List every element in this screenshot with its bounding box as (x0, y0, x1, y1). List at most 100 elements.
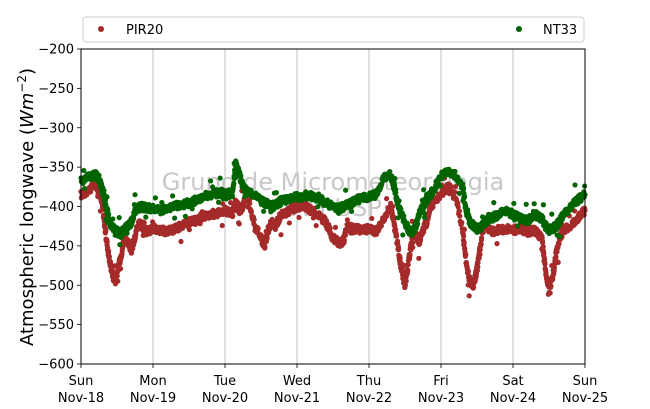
data-point (208, 178, 214, 184)
data-point (143, 214, 149, 220)
data-point (106, 248, 112, 254)
y-tick-label: −600 (38, 358, 74, 373)
data-point (103, 228, 109, 234)
data-point (405, 267, 411, 273)
data-point (238, 173, 244, 179)
data-point (278, 232, 284, 238)
data-point (452, 189, 458, 195)
data-point (405, 262, 411, 268)
x-tick-label-day: Sat (502, 374, 523, 389)
data-point (448, 184, 454, 190)
y-tick-label: −350 (38, 161, 74, 176)
x-tick-label-date: Nov-18 (58, 391, 104, 406)
data-point (491, 200, 497, 206)
data-point (247, 200, 253, 206)
x-tick-label-day: Thu (356, 374, 381, 389)
data-point (540, 240, 546, 246)
data-point (553, 254, 559, 260)
data-point (463, 252, 469, 258)
data-point (460, 181, 466, 187)
data-point (116, 215, 122, 221)
data-point (462, 194, 468, 200)
data-point (421, 210, 427, 216)
data-point (217, 175, 223, 181)
data-point (141, 219, 147, 226)
legend: PIR20 NT33 (82, 16, 585, 43)
data-point (343, 187, 349, 193)
data-point (189, 206, 195, 212)
data-point (104, 194, 110, 200)
data-point (106, 254, 112, 260)
data-point (548, 283, 554, 289)
data-point (572, 182, 578, 188)
x-tick-label-day: Fri (433, 374, 449, 389)
y-axis-label-unit: Wm (17, 93, 38, 128)
data-point (421, 187, 427, 193)
y-axis-label-exponent: −2 (15, 75, 29, 93)
x-tick-label-day: Sun (69, 374, 94, 389)
data-point (396, 198, 402, 204)
data-point (397, 255, 403, 262)
data-point (332, 224, 338, 230)
data-point (452, 183, 458, 190)
data-point (410, 240, 416, 246)
data-point (82, 185, 88, 192)
y-tick-label: −250 (38, 82, 74, 97)
data-point (466, 293, 472, 299)
data-point (416, 255, 422, 261)
data-point (465, 268, 471, 275)
x-tick-label-date: Nov-23 (418, 391, 464, 406)
data-point (182, 213, 188, 219)
legend-box (82, 16, 585, 43)
data-point (477, 251, 483, 258)
data-point (228, 200, 234, 206)
data-point (540, 202, 547, 208)
data-point (557, 234, 563, 240)
data-point (541, 250, 547, 256)
data-point (341, 238, 347, 244)
data-point (261, 208, 267, 214)
data-point (255, 225, 261, 232)
data-point (465, 207, 471, 213)
data-point (101, 188, 107, 194)
x-tick-label-day: Mon (139, 374, 166, 389)
data-point (248, 209, 254, 215)
data-point (178, 238, 184, 245)
data-point (581, 212, 587, 218)
data-point (456, 208, 462, 214)
data-point (547, 290, 553, 296)
data-point (430, 204, 436, 210)
data-point (511, 200, 517, 207)
data-point (152, 195, 158, 201)
data-point (392, 175, 398, 182)
data-point (461, 239, 467, 246)
data-point (515, 223, 521, 229)
data-point (494, 241, 500, 247)
legend-marker-nt33 (516, 26, 522, 32)
data-point (399, 268, 405, 274)
y-axis-label-main: Atmospheric longwave ( (17, 128, 38, 346)
data-point (393, 190, 399, 196)
data-point (555, 259, 561, 265)
y-tick-label: −300 (38, 121, 74, 136)
x-tick-label-date: Nov-20 (202, 391, 248, 406)
data-point (452, 168, 458, 175)
data-point (369, 215, 375, 222)
data-point (104, 239, 110, 245)
data-point (531, 201, 537, 207)
data-point (229, 194, 235, 200)
legend-label-nt33: NT33 (543, 23, 577, 38)
data-point (81, 167, 87, 174)
y-tick-label: −450 (38, 239, 74, 254)
x-axis: Sun Nov-18 Mon Nov-19 Tue Nov-20 Wed Nov-21 Thu N… (58, 364, 608, 406)
data-point (402, 282, 408, 288)
data-point (542, 261, 548, 267)
data-point (114, 273, 120, 279)
data-point (461, 233, 467, 239)
data-point (549, 211, 555, 217)
data-point (387, 168, 393, 175)
x-tick-label-date: Nov-22 (346, 391, 392, 406)
data-point (410, 244, 416, 250)
data-series (78, 158, 588, 299)
